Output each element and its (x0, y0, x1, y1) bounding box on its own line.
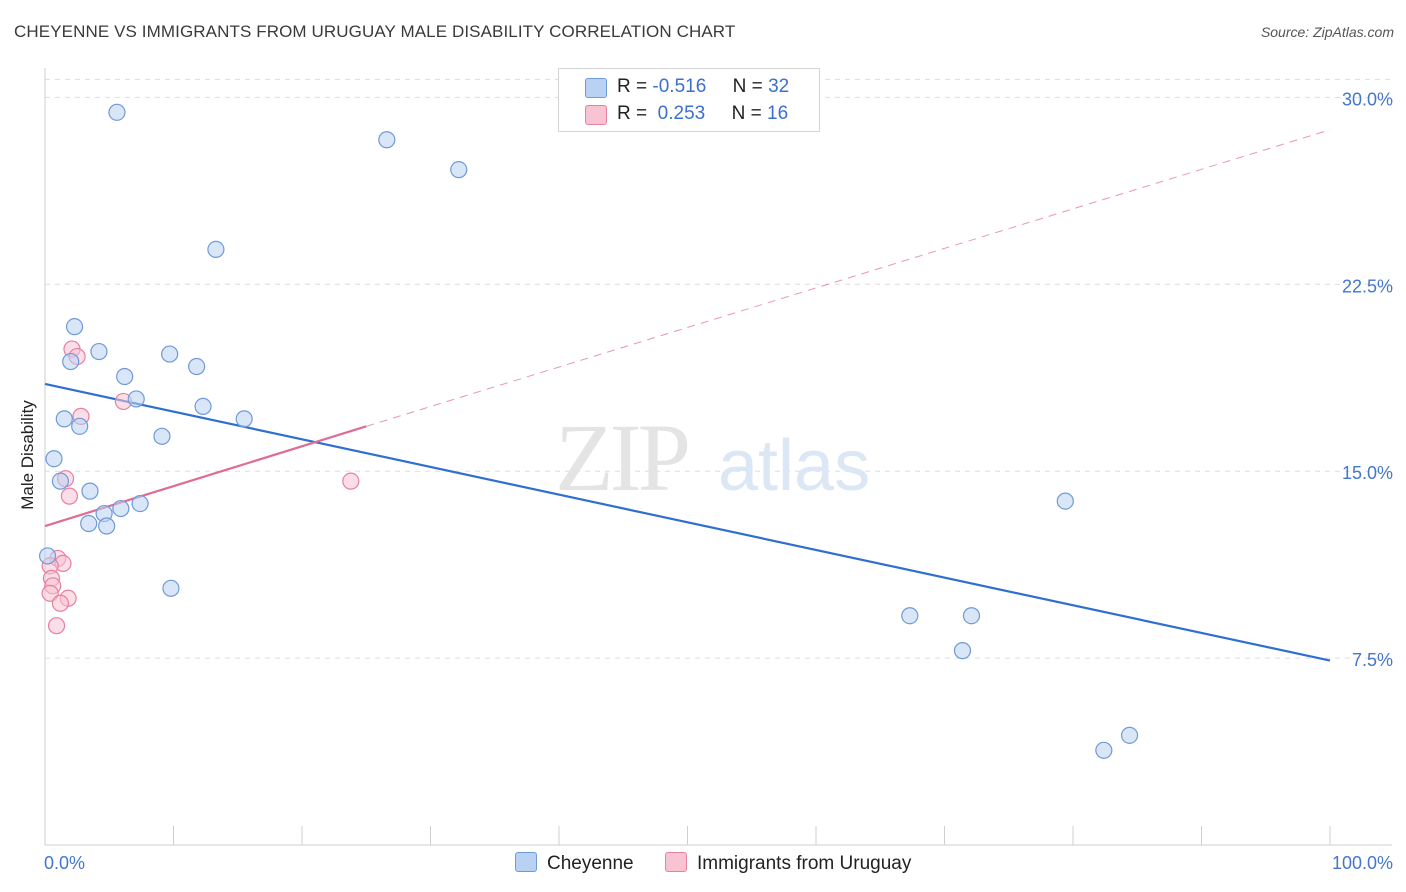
watermark-zip: ZIP (555, 404, 688, 511)
cheyenne-point (81, 482, 99, 500)
cheyenne-point (901, 607, 919, 625)
cheyenne-point (112, 499, 130, 518)
cheyenne-point (1095, 741, 1113, 759)
cheyenne-point (55, 410, 73, 428)
axes (44, 68, 1392, 846)
cheyenne-point (962, 607, 981, 625)
cheyenne-point (45, 450, 63, 468)
cheyenne-point (450, 161, 468, 179)
legend-r-label: R = (617, 76, 648, 97)
legend-r-value: -0.516 (652, 76, 707, 97)
cheyenne-point (90, 342, 108, 361)
cheyenne-point (207, 240, 225, 258)
bottom-legend-label: Cheyenne (547, 853, 634, 874)
source-label: Source: ZipAtlas.com (1260, 24, 1394, 40)
chart-title: CHEYENNE VS IMMIGRANTS FROM URUGUAY MALE… (14, 22, 736, 41)
uruguay-point (51, 594, 70, 612)
watermark-atlas: atlas (718, 426, 870, 506)
cheyenne-point (953, 642, 972, 660)
x-tick-label: 100.0% (1332, 853, 1393, 873)
cheyenne-point (116, 367, 134, 386)
legend-n-value: 32 (768, 76, 790, 97)
y-tick-label: 15.0% (1342, 463, 1393, 483)
cheyenne-trend-line (44, 382, 1331, 662)
data-points (38, 103, 1139, 759)
y-tick-label: 7.5% (1352, 650, 1393, 670)
legend-n-label: N = (732, 76, 763, 97)
bottom-legend-swatch-uruguay (665, 852, 687, 872)
uruguay-point (60, 487, 79, 505)
trend-lines (44, 129, 1331, 662)
axis-labels: 7.5% 15.0% 22.5% 30.0% 0.0% 100.0% Male Disabi… (18, 89, 1393, 873)
uruguay-trend-line (44, 425, 367, 528)
y-tick-label: 22.5% (1342, 276, 1393, 296)
uruguay-point (41, 584, 59, 602)
legend-swatch-cheyenne (585, 78, 607, 98)
y-tick-label: 30.0% (1342, 89, 1393, 109)
cheyenne-point (161, 345, 179, 363)
cheyenne-point (162, 579, 180, 597)
correlation-legend: R = -0.516 N = 32 R = 0.253 N = 16 (558, 68, 820, 132)
cheyenne-point (1120, 726, 1139, 744)
legend-r-label: R = (617, 103, 648, 124)
cheyenne-point (62, 352, 80, 371)
y-axis-title: Male Disability (18, 400, 37, 510)
cheyenne-point (71, 417, 89, 435)
cheyenne-point (235, 410, 253, 428)
legend-n-value: 16 (767, 103, 789, 124)
cheyenne-point (51, 472, 70, 490)
bottom-legend-uruguay: Immigrants from Uruguay (665, 852, 911, 875)
uruguay-point (342, 472, 360, 490)
cheyenne-point (1056, 492, 1074, 510)
watermark: ZIP atlas (555, 404, 870, 511)
cheyenne-point (188, 357, 206, 376)
legend-swatch-uruguay (585, 105, 607, 125)
bottom-legend-swatch-cheyenne (515, 852, 537, 872)
cheyenne-point (131, 494, 149, 513)
grid-lines (45, 78, 1392, 659)
uruguay-trend-extension (366, 129, 1331, 427)
cheyenne-point (127, 390, 145, 408)
cheyenne-point (378, 131, 396, 149)
bottom-legend-cheyenne: Cheyenne (515, 852, 634, 875)
bottom-legend-label: Immigrants from Uruguay (697, 853, 912, 874)
legend-n-label: N = (731, 103, 762, 124)
cheyenne-point (153, 427, 171, 445)
x-tick-label: 0.0% (44, 853, 85, 873)
cheyenne-point (38, 547, 57, 565)
legend-r-value: 0.253 (652, 103, 706, 124)
cheyenne-point (65, 318, 84, 336)
cheyenne-point (98, 517, 116, 535)
cheyenne-point (194, 397, 212, 415)
cheyenne-point (80, 514, 98, 533)
uruguay-point (47, 617, 66, 635)
cheyenne-point (108, 103, 126, 121)
